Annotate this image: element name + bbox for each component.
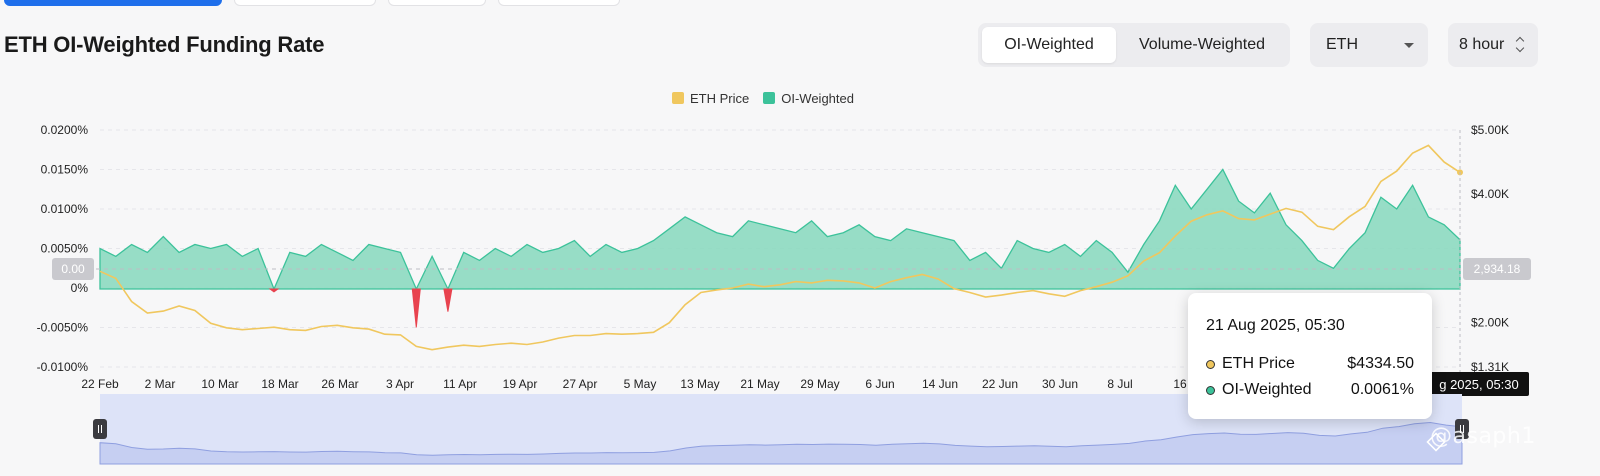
x-tick-label: 30 Jun: [1042, 377, 1078, 391]
tooltip-dot-oi: [1206, 385, 1215, 395]
watermark-logo-shape: [1426, 432, 1446, 452]
y-tick-label-right: $5.00K: [1471, 123, 1509, 137]
chart-tooltip: 21 Aug 2025, 05:30 ETH Price $4334.50 OI…: [1188, 293, 1432, 419]
tooltip-value: $4334.50: [1347, 355, 1414, 372]
x-tick-label: 6 Jun: [865, 377, 894, 391]
x-axis: 22 Feb 2 Mar 10 Mar 18 Mar 26 Mar 3 Apr 11 Apr…: [81, 377, 1187, 391]
x-tick-label: 16: [1173, 377, 1187, 391]
tooltip-row-price: ETH Price $4334.50: [1206, 353, 1414, 375]
chevron-down-icon: [1404, 43, 1414, 48]
x-tick-label: 22 Jun: [982, 377, 1018, 391]
zero-marker-label: 0.00: [61, 262, 85, 276]
x-tick-label: 14 Jun: [922, 377, 958, 391]
watermark-text: @asaph1: [1430, 424, 1536, 449]
tooltip-label: OI-Weighted: [1222, 381, 1312, 398]
eth-price-line: [99, 144, 1461, 351]
zero-marker-box: [52, 258, 94, 280]
negative-funding-spike: [411, 288, 421, 328]
y-tick-label-left: 0.0150%: [41, 163, 89, 177]
coin-select-value: ETH: [1326, 36, 1358, 53]
interval-select[interactable]: 8 hour: [1448, 23, 1538, 67]
legend-swatch-oi: [763, 92, 776, 104]
top-toolbar-strip: [0, 0, 1600, 8]
x-tick-label: 21 May: [740, 377, 779, 391]
y-tick-label-left: -0.0100%: [37, 360, 89, 374]
y-tick-label-left: 0.0200%: [41, 123, 89, 137]
x-tick-label: 10 Mar: [201, 377, 238, 391]
y-tick-label-right: $2.00K: [1471, 316, 1509, 330]
tooltip-title: 21 Aug 2025, 05:30: [1206, 317, 1345, 334]
tooltip-value: 0.0061%: [1350, 381, 1414, 398]
weight-toggle: OI-Weighted Volume-Weighted: [978, 23, 1290, 67]
x-tick-label: 8 Jul: [1107, 377, 1132, 391]
x-tick-label: 2 Mar: [145, 377, 176, 391]
right-axis: $5.00K $4.00K $2.00K $1.31K: [1459, 123, 1509, 374]
tooltip-row-oi: OI-Weighted 0.0061%: [1206, 379, 1414, 401]
tooltip-dot-price: [1206, 359, 1215, 369]
price-marker-box: [1463, 258, 1531, 280]
left-axis: 0.0200% 0.0150% 0.0100% 0.0050% 0% -0.0050% -0…: [37, 123, 89, 374]
chart-legend: ETH Price OI-Weighted: [672, 89, 854, 107]
tooltip-label: ETH Price: [1222, 355, 1295, 372]
y-tick-label-right: $4.00K: [1471, 187, 1509, 201]
x-tick-label: 11 Apr: [443, 377, 477, 391]
x-tick-label: 19 Apr: [503, 377, 538, 391]
watermark-logo-icon: [1426, 432, 1446, 452]
tab-oi-weighted[interactable]: OI-Weighted: [982, 27, 1116, 63]
y-tick-label-left: 0%: [71, 281, 89, 295]
x-tick-label: 27 Apr: [563, 377, 598, 391]
legend-item-eth-price[interactable]: ETH Price: [672, 91, 749, 106]
oi-weighted-area: [99, 168, 1461, 291]
negative-funding-spike: [443, 288, 453, 312]
price-marker-label: 2,934.18: [1474, 262, 1521, 276]
x-tick-label: 22 Feb: [81, 377, 119, 391]
interval-select-value: 8 hour: [1459, 36, 1505, 53]
tab-volume-weighted[interactable]: Volume-Weighted: [1139, 36, 1265, 53]
y-tick-label-left: 0.0100%: [41, 202, 89, 216]
x-tick-label: 26 Mar: [321, 377, 358, 391]
brush-price-line: [99, 421, 1463, 465]
y-tick-label-right: $1.31K: [1471, 360, 1509, 374]
x-tick-label: 18 Mar: [261, 377, 298, 391]
plot-area: [99, 144, 1463, 351]
legend-label: OI-Weighted: [781, 90, 854, 106]
x-tick-label: 29 May: [800, 377, 839, 391]
x-tick-label: 3 Apr: [386, 377, 414, 391]
brush-handle-right[interactable]: [1455, 419, 1469, 439]
negative-funding-spike: [268, 288, 280, 293]
page-title: ETH OI-Weighted Funding Rate: [4, 32, 325, 57]
x-tick-label: 13 May: [680, 377, 719, 391]
y-tick-label-left: 0.0050%: [41, 242, 89, 256]
legend-swatch-price: [672, 92, 684, 104]
y-tick-label-left: -0.0050%: [37, 321, 89, 335]
x-tick-label: 5 May: [624, 377, 657, 391]
cursor-date-label: g 2025, 05:30: [1439, 377, 1519, 392]
axis-markers: 0.00 2,934.18 g 2025, 05:30: [52, 130, 1531, 396]
brush-handle-left[interactable]: [93, 419, 107, 439]
cursor-date-box: [1429, 372, 1529, 396]
coin-select[interactable]: ETH: [1310, 23, 1428, 67]
legend-label: ETH Price: [690, 90, 750, 106]
legend-item-oi-weighted[interactable]: OI-Weighted: [763, 91, 854, 106]
